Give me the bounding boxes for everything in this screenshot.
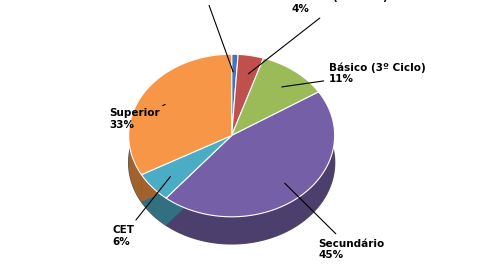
Polygon shape (141, 136, 231, 202)
Polygon shape (231, 54, 238, 163)
Polygon shape (231, 54, 238, 163)
Polygon shape (166, 92, 334, 217)
Polygon shape (141, 175, 166, 225)
Text: Básico (2º Ciclo)
4%: Básico (2º Ciclo) 4% (248, 0, 387, 74)
Polygon shape (128, 54, 231, 202)
Polygon shape (128, 81, 334, 244)
Polygon shape (166, 136, 231, 225)
Polygon shape (231, 58, 263, 163)
Polygon shape (231, 58, 318, 136)
Polygon shape (231, 58, 263, 163)
Text: Secundário
45%: Secundário 45% (284, 183, 384, 260)
Polygon shape (231, 54, 238, 136)
Text: Básico (3º Ciclo)
11%: Básico (3º Ciclo) 11% (281, 62, 425, 87)
Text: CET
6%: CET 6% (112, 176, 170, 247)
Polygon shape (231, 54, 238, 82)
Text: Primário
1%: Primário 1% (178, 0, 233, 72)
Polygon shape (238, 54, 263, 85)
Polygon shape (231, 92, 318, 163)
Text: Superior
33%: Superior 33% (109, 104, 165, 130)
Polygon shape (263, 58, 318, 119)
Polygon shape (128, 54, 231, 175)
Polygon shape (166, 92, 334, 244)
Polygon shape (231, 54, 263, 136)
Polygon shape (231, 92, 318, 163)
Polygon shape (166, 136, 231, 225)
Polygon shape (141, 136, 231, 198)
Polygon shape (141, 136, 231, 202)
